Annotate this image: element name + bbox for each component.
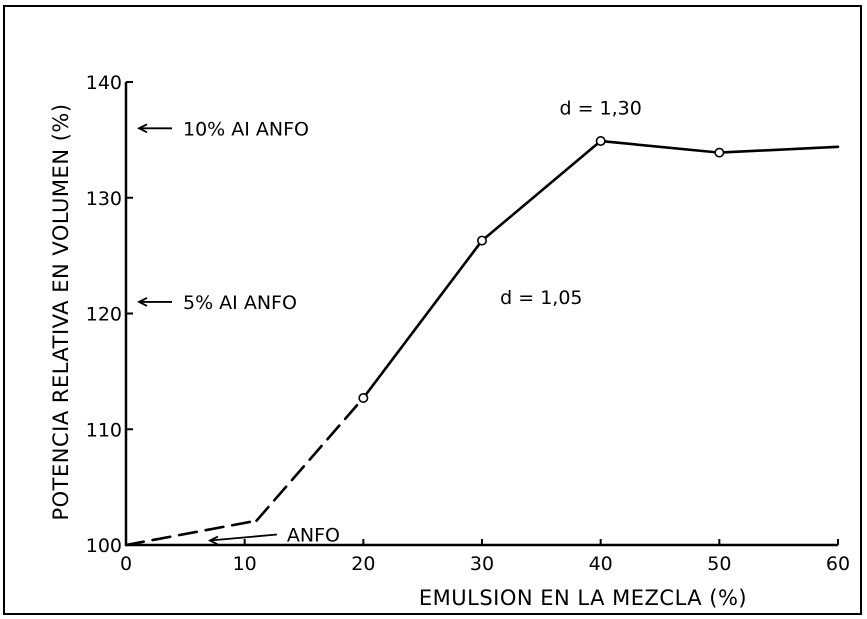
x-tick-label: 0 [120, 553, 132, 575]
chart-frame [3, 5, 862, 615]
annotation-anfo: ANFO [287, 525, 340, 547]
annotation-anfo10: 10% AI ANFO [183, 118, 309, 140]
series-segment [480, 139, 602, 242]
arrow-10-al-anfo-head [136, 123, 148, 134]
annotation-anfo5: 5% AI ANFO [183, 292, 297, 314]
y-tick-label: 120 [86, 304, 122, 326]
series-segment [599, 139, 721, 154]
data-point-marker [476, 235, 487, 246]
annotation-d105: d = 1,05 [500, 287, 582, 309]
x-tick-label: 20 [351, 553, 375, 575]
data-point-marker [595, 136, 606, 147]
data-point-marker [358, 392, 369, 403]
data-point-marker [714, 147, 725, 158]
series-segment-dashed [124, 519, 258, 547]
y-axis-label: POTENCIA RELATIVA EN VOLUMEN (%) [49, 103, 73, 520]
arrow-anfo-shaft [209, 533, 278, 542]
x-tick-label: 60 [826, 553, 850, 575]
x-tick-label: 10 [233, 553, 257, 575]
x-ticks: 0 10 20 30 40 50 60 [120, 539, 850, 575]
series-segment [362, 239, 484, 400]
annotations: 10% AI ANFO 5% AI ANFO ANFO d = 1,05 d = 1,3… [136, 97, 642, 547]
x-tick-label: 50 [707, 553, 731, 575]
y-tick-label: 110 [86, 419, 122, 441]
arrow-5-al-anfo-head [136, 297, 148, 307]
annotation-d130: d = 1,30 [559, 97, 641, 119]
x-tick-label: 30 [470, 553, 494, 575]
arrow-anfo-head [207, 535, 219, 546]
y-tick-label: 130 [86, 188, 122, 210]
y-tick-label: 100 [86, 535, 122, 557]
x-axis-label: EMULSION EN LA MEZCLA (%) [419, 586, 747, 610]
series-segment-dashed [255, 396, 365, 522]
series-segment [718, 145, 840, 154]
series [124, 136, 840, 547]
x-tick-label: 40 [589, 553, 613, 575]
y-tick-label: 140 [86, 72, 122, 94]
